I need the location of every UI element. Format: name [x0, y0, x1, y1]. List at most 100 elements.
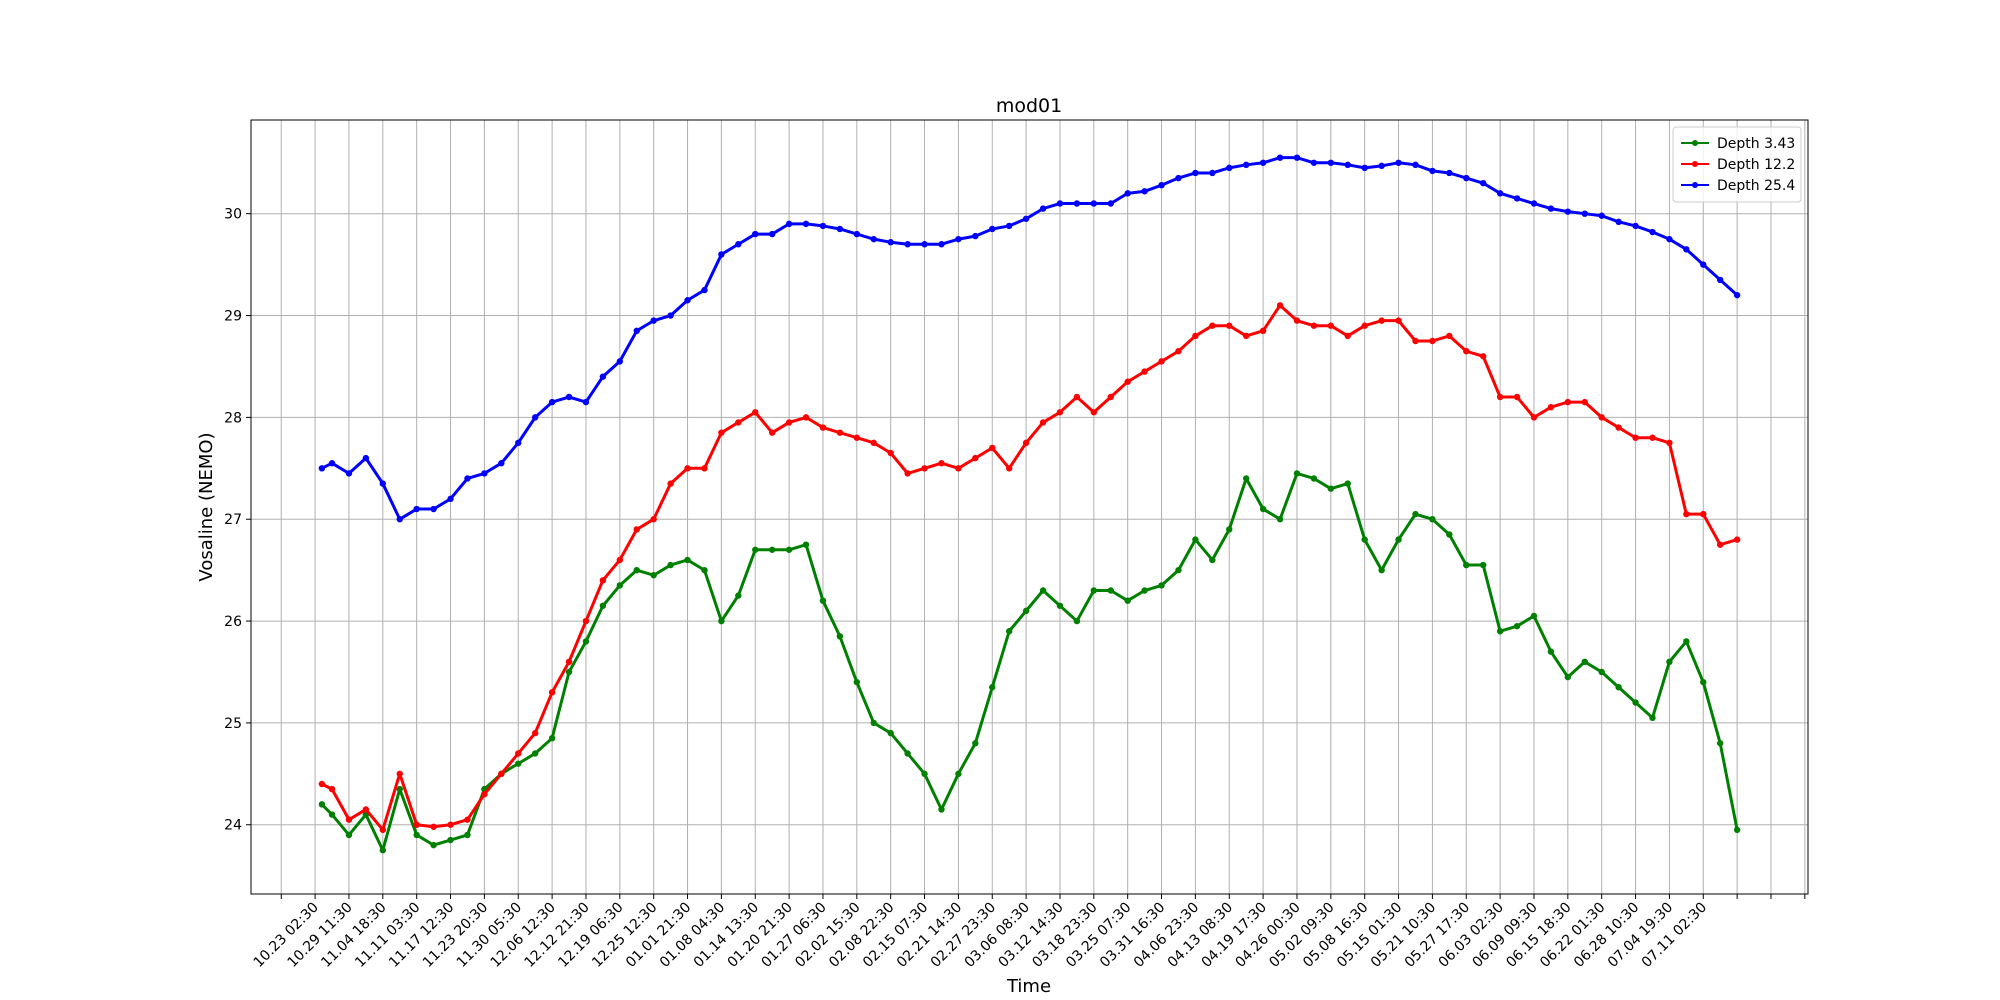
point: [1361, 164, 1368, 172]
point: [870, 235, 877, 243]
point: [1005, 222, 1013, 230]
point: [1564, 208, 1572, 215]
point: [1666, 439, 1673, 447]
point: [989, 684, 996, 691]
point: [972, 454, 979, 462]
legend-marker: [1692, 161, 1698, 167]
point: [1395, 536, 1402, 543]
point: [1107, 200, 1114, 207]
point: [464, 831, 471, 839]
point: [1378, 317, 1385, 324]
chart-title: mod01: [996, 95, 1062, 117]
point: [836, 225, 844, 233]
point: [1733, 536, 1741, 543]
point: [430, 505, 437, 513]
point: [1700, 678, 1707, 686]
point: [1615, 684, 1622, 691]
legend-label: Depth 25.4: [1717, 178, 1795, 194]
point: [531, 729, 539, 737]
point: [481, 470, 488, 477]
point: [1378, 162, 1385, 170]
point: [531, 414, 539, 421]
point: [1276, 302, 1284, 309]
point: [599, 577, 607, 584]
point: [1259, 327, 1267, 335]
point: [515, 760, 522, 767]
point: [650, 572, 657, 579]
point: [1496, 393, 1504, 401]
y-tick-label: 28: [224, 410, 242, 426]
point: [1581, 210, 1588, 217]
point: [1530, 612, 1538, 620]
point: [1276, 516, 1284, 523]
point: [989, 225, 996, 233]
point: [1310, 159, 1318, 166]
point: [1107, 393, 1114, 401]
point: [396, 785, 403, 793]
point: [1716, 541, 1724, 548]
point: [1005, 465, 1013, 472]
point: [345, 470, 353, 477]
point: [1192, 536, 1199, 543]
grid: [251, 120, 1808, 894]
point: [515, 439, 522, 447]
legend: Depth 3.43 Depth 12.2 Depth 25.4: [1672, 126, 1802, 203]
point: [650, 516, 657, 523]
point: [1361, 536, 1368, 543]
point: [718, 429, 725, 436]
plot-frame: [250, 119, 1809, 895]
point: [1310, 322, 1318, 329]
point: [684, 465, 691, 472]
y-tick-label: 26: [224, 614, 242, 630]
legend-marker: [1692, 182, 1698, 188]
point: [701, 566, 708, 574]
point: [1005, 628, 1013, 635]
point: [887, 449, 894, 457]
point: [633, 327, 640, 335]
point: [318, 780, 326, 788]
point: [1598, 212, 1605, 219]
point: [870, 719, 877, 727]
point: [1615, 218, 1622, 226]
point: [1124, 378, 1131, 385]
point: [1073, 200, 1081, 207]
point: [1632, 434, 1639, 441]
point: [345, 831, 353, 839]
point: [1564, 398, 1572, 406]
point: [802, 220, 810, 228]
point: [1124, 190, 1131, 197]
y-axis-label: Vosaline (NEMO): [196, 432, 217, 581]
point: [396, 770, 403, 778]
point: [1209, 322, 1216, 329]
point: [1022, 439, 1030, 447]
point: [887, 729, 894, 737]
point: [1073, 393, 1081, 401]
point: [413, 505, 420, 513]
point: [836, 429, 844, 436]
point: [1513, 195, 1521, 202]
point: [1175, 347, 1182, 355]
point: [1412, 161, 1419, 169]
legend-label: Depth 12.2: [1717, 157, 1795, 173]
point: [1581, 658, 1588, 665]
point: [1446, 531, 1453, 538]
point: [1158, 181, 1165, 189]
point: [582, 617, 590, 625]
point: [1327, 322, 1335, 329]
legend-marker: [1692, 140, 1698, 146]
point: [1175, 566, 1182, 574]
point: [1564, 673, 1572, 681]
point: [1683, 638, 1690, 645]
point: [1716, 740, 1724, 747]
point: [853, 434, 861, 441]
point: [318, 465, 326, 472]
point: [684, 556, 691, 564]
point: [1293, 470, 1301, 477]
point: [1361, 322, 1368, 329]
point: [481, 790, 488, 798]
series: [318, 154, 1741, 523]
point: [1700, 510, 1707, 518]
point: [1632, 699, 1639, 706]
point: [667, 480, 674, 487]
